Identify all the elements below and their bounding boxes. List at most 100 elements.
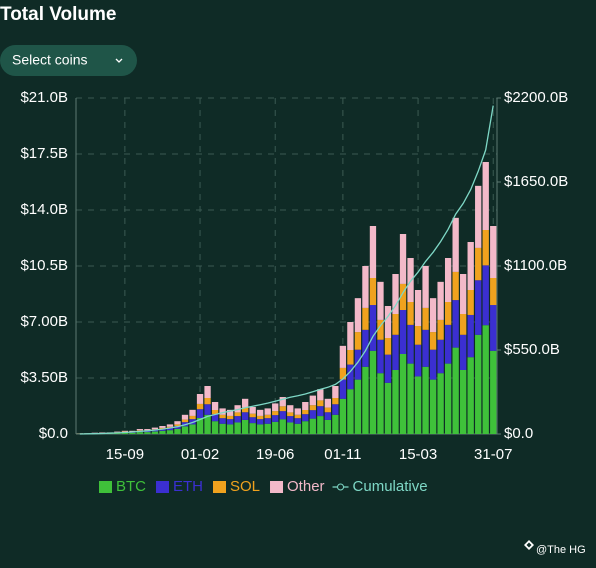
bar-segment xyxy=(121,430,129,432)
bar-segment xyxy=(452,271,459,301)
bar-segment xyxy=(241,398,249,408)
bar-segment xyxy=(264,414,271,419)
bar-segment xyxy=(482,162,489,230)
bar-segment xyxy=(272,421,279,434)
bar-segment xyxy=(211,402,219,410)
bar-segment xyxy=(429,379,437,434)
bar-segment xyxy=(249,406,256,414)
bar-segment xyxy=(369,350,377,434)
bar-segment xyxy=(460,314,467,335)
bar-segment xyxy=(475,247,482,281)
legend-item: Other xyxy=(270,478,325,495)
bar-segment xyxy=(490,278,497,306)
bar-segment xyxy=(354,349,362,380)
bar-segment xyxy=(392,370,399,434)
cumulative-line xyxy=(79,105,494,435)
bar-segment xyxy=(241,407,249,413)
bar-segment xyxy=(129,432,136,434)
bar-segment xyxy=(189,415,196,420)
y2-tick-label: $2200.0B xyxy=(504,89,568,106)
bar-segment xyxy=(159,429,166,431)
bar-segment xyxy=(264,423,271,434)
bar-segment xyxy=(174,424,181,426)
bar-segment xyxy=(369,226,377,278)
bar-segment xyxy=(226,424,234,434)
bar-segment xyxy=(144,429,151,431)
y-tick-label: $3.50B xyxy=(20,369,68,386)
bar-segment xyxy=(144,430,151,433)
bar-segment xyxy=(196,403,204,410)
bar-segment xyxy=(324,398,332,408)
legend-label: Cumulative xyxy=(353,478,428,495)
legend-swatch xyxy=(156,481,169,493)
bar-segment xyxy=(257,419,264,425)
bar-segment xyxy=(362,329,369,367)
legend-swatch xyxy=(99,481,112,493)
bar-segment xyxy=(219,408,226,415)
bar-segment xyxy=(399,354,407,434)
bar-segment xyxy=(309,405,316,411)
bar-segment xyxy=(174,421,181,425)
bar-segment xyxy=(226,419,234,425)
bar-segment xyxy=(219,423,226,434)
chevron[interactable] xyxy=(115,58,123,63)
bar-segment xyxy=(211,414,219,422)
bar-segment xyxy=(302,402,309,410)
bar-segment xyxy=(414,376,422,434)
bar-segment xyxy=(482,265,489,326)
bar-segment xyxy=(317,416,324,434)
bar-segment xyxy=(332,414,339,434)
bar-segment xyxy=(317,400,324,407)
bar-segment xyxy=(324,419,332,434)
bar-segment xyxy=(241,412,249,420)
x-tick-label: 01-02 xyxy=(181,446,219,463)
y-tick-label: $21.0B xyxy=(20,89,68,106)
bar-segment xyxy=(166,428,174,431)
legend-label: ETH xyxy=(173,478,203,495)
legend-swatch xyxy=(270,481,284,493)
bar-segment xyxy=(234,416,241,423)
bar-segment xyxy=(369,305,377,351)
bar-segment xyxy=(482,230,489,266)
bar-segment xyxy=(339,367,347,380)
bar-segment xyxy=(354,379,362,434)
bar-segment xyxy=(287,405,294,413)
bar-segment xyxy=(204,414,211,434)
bar-segment xyxy=(257,424,264,434)
bar-segment xyxy=(114,431,121,433)
bar-segment xyxy=(264,418,271,424)
bar-segment xyxy=(309,418,316,434)
y-tick-label: $7.00B xyxy=(20,313,68,330)
bar-segment xyxy=(437,339,444,374)
legend-label: BTC xyxy=(116,478,146,495)
chart-title: Total Volume xyxy=(0,4,116,25)
bar-segment xyxy=(302,414,309,422)
bar-segment xyxy=(309,395,316,406)
y-tick-label: $10.5B xyxy=(20,257,68,274)
bar-segment xyxy=(159,430,166,434)
bar-segment xyxy=(460,274,467,314)
button-bg[interactable] xyxy=(0,45,137,76)
bar-segment xyxy=(407,258,414,302)
bar-segment xyxy=(257,415,264,420)
bar-segment xyxy=(362,307,369,330)
bar-segment xyxy=(414,344,422,377)
bar-segment xyxy=(309,410,316,419)
bar-segment xyxy=(377,281,384,320)
y2-tick-label: $550.0B xyxy=(504,341,560,358)
bar-segment xyxy=(166,430,174,434)
bar-segment xyxy=(475,280,482,335)
button-label[interactable]: Select coins xyxy=(12,52,87,68)
bar-segment xyxy=(264,408,271,415)
watermark-text: @The HG xyxy=(536,544,586,556)
bar-segment xyxy=(211,421,219,434)
bar-segment xyxy=(272,411,279,416)
select-button[interactable]: Select coins xyxy=(0,45,137,76)
bar-segment xyxy=(392,314,399,335)
bar-segment xyxy=(204,404,211,415)
bar-segment xyxy=(444,324,452,364)
bar-segment xyxy=(407,363,414,434)
bar-segment xyxy=(452,300,459,348)
